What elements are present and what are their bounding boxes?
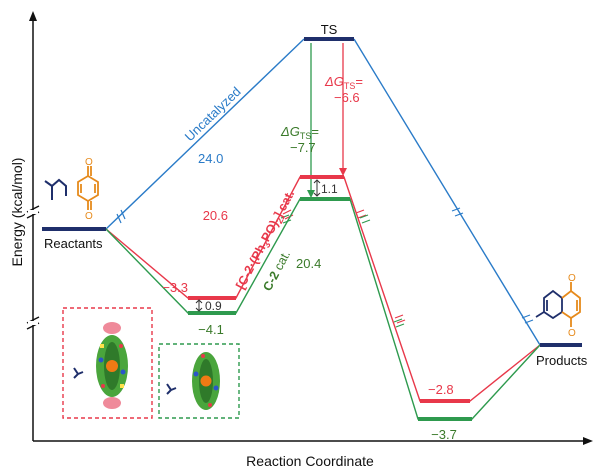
- red-prod-value: −2.8: [428, 382, 454, 397]
- y-axis: [26, 11, 40, 441]
- uncat-barrier-value: 24.0: [198, 151, 223, 166]
- int-gap-value: 0.9: [205, 299, 222, 313]
- green-catalyst-structure-box: [158, 343, 240, 419]
- uncat-break-2: [451, 207, 464, 217]
- green-delta-g-label: ΔGTS=: [280, 124, 319, 141]
- red-delta-g-label: ΔGTS=: [324, 74, 363, 91]
- green-catalyst-label: C-2 cat.: [260, 248, 293, 293]
- uncatalyzed-path: [105, 38, 541, 346]
- green-int-value: −4.1: [198, 322, 224, 337]
- green-box-catalyst-icon: [192, 352, 220, 410]
- green-prod-value: −3.7: [431, 427, 457, 442]
- reactants-label: Reactants: [44, 236, 103, 251]
- red-catalyst-structure-box: [62, 307, 153, 419]
- svg-text:O: O: [85, 157, 93, 168]
- ts-gap-marker: 1.1: [313, 179, 338, 197]
- svg-text:O: O: [568, 273, 576, 284]
- reactant-molecules-icon: O O: [44, 157, 99, 222]
- red-box-butadiene-icon: [73, 367, 84, 379]
- product-molecule-icon: O O: [535, 273, 581, 339]
- uncat-break-1: [116, 209, 126, 224]
- green-ts-value: 20.4: [296, 256, 321, 271]
- ts-label: TS: [321, 22, 338, 37]
- red-int-value: −3.3: [162, 280, 188, 295]
- svg-text:O: O: [568, 328, 576, 339]
- int-gap-marker: 0.9: [195, 299, 222, 313]
- red-ts-value: 20.6: [203, 208, 228, 223]
- x-axis-label: Reaction Coordinate: [246, 453, 374, 469]
- red-delta-g-value: −6.6: [334, 90, 360, 105]
- y-axis-label: Energy (kcal/mol): [9, 158, 25, 267]
- uncat-break-3: [521, 314, 534, 324]
- green-box-butadiene-icon: [166, 383, 177, 395]
- svg-text:O: O: [85, 211, 93, 222]
- ts-gap-value: 1.1: [321, 182, 338, 196]
- red-box-catalyst-icon: [96, 322, 128, 409]
- uncatalyzed-label: Uncatalyzed: [182, 84, 244, 144]
- products-label: Products: [536, 353, 588, 368]
- green-delta-g-value: −7.7: [290, 140, 316, 155]
